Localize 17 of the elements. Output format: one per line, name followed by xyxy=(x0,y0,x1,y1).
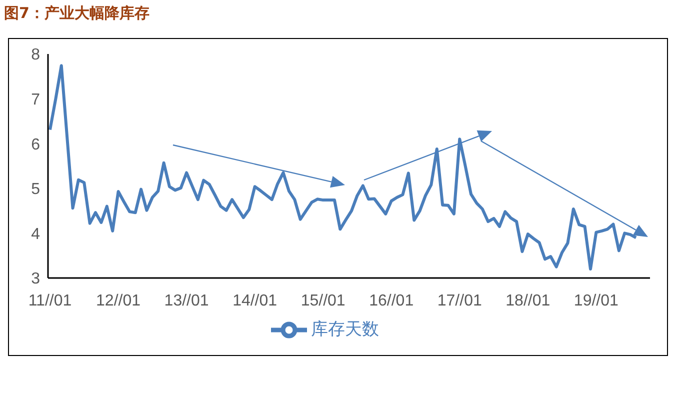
y-tick-label: 8 xyxy=(31,46,40,64)
x-tick-label: 13//01 xyxy=(164,292,209,310)
x-tick-label: 12//01 xyxy=(96,292,141,310)
y-tick-label: 7 xyxy=(31,91,40,108)
x-tick-label: 14//01 xyxy=(232,292,278,310)
y-tick-label: 6 xyxy=(31,136,40,154)
x-tick-label: 16//01 xyxy=(369,292,414,310)
x-tick-label: 11//01 xyxy=(28,292,72,310)
y-tick-label: 5 xyxy=(31,181,40,198)
x-tick-label: 15//01 xyxy=(300,292,346,310)
x-tick-label: 19//01 xyxy=(574,292,619,310)
legend-label: 库存天数 xyxy=(311,320,379,340)
y-tick-label: 4 xyxy=(31,226,40,243)
x-tick-label: 18//01 xyxy=(506,292,550,310)
y-tick-label: 3 xyxy=(31,270,40,288)
x-tick-label: 17//01 xyxy=(437,292,482,310)
chart-title: 图7：产业大幅降库存 xyxy=(4,4,150,23)
